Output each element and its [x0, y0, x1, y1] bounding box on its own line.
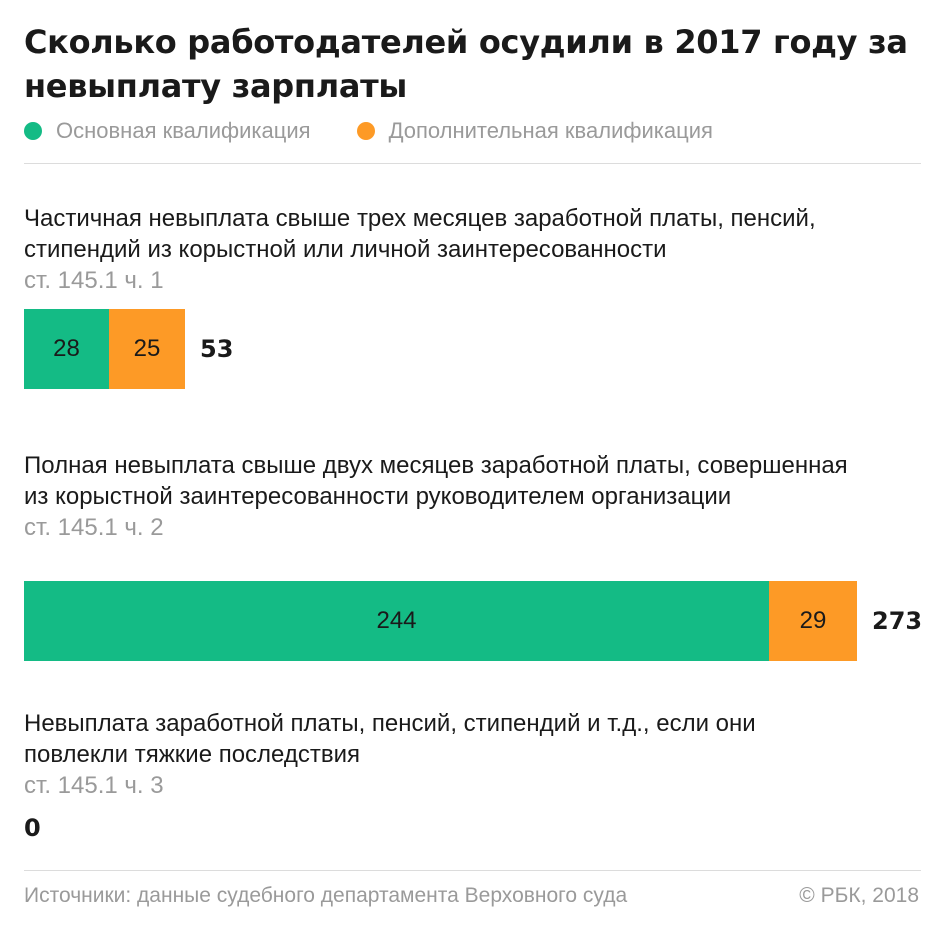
category-group-3: Невыплата заработной платы, пенсий, стип… — [24, 708, 924, 842]
copyright: © РБК, 2018 — [799, 884, 919, 907]
legend-label-additional: Дополнительная квалификация — [388, 118, 713, 143]
category-group-1: Частичная невыплата свыше трех месяцев з… — [24, 203, 924, 389]
legend-label-primary: Основная квалификация — [56, 118, 311, 143]
category-article: ст. 145.1 ч. 3 — [24, 772, 164, 799]
category-description: Невыплата заработной платы, пенсий, стип… — [24, 710, 756, 768]
category-group-2: Полная невыплата свыше двух месяцев зара… — [24, 450, 924, 661]
chart-title: Сколько работодателей осудили в 2017 год… — [24, 23, 908, 105]
bar-total-label: 0 — [24, 814, 41, 842]
bar-row: 244 29 273 — [24, 581, 922, 661]
bar-value-label: 28 — [53, 335, 80, 362]
category-description: Полная невыплата свыше двух месяцев зара… — [24, 452, 848, 510]
legend: Основная квалификация Дополнительная ква… — [24, 116, 759, 146]
header-divider — [24, 163, 921, 164]
legend-dot-additional — [356, 122, 375, 140]
footer: Источники: данные судебного департамента… — [24, 884, 919, 908]
bar-segment-primary: 28 — [24, 309, 109, 389]
category-article: ст. 145.1 ч. 1 — [24, 267, 164, 294]
bar-segment-additional: 29 — [769, 581, 857, 661]
bar-segment-primary: 244 — [24, 581, 769, 661]
legend-item-additional: Дополнительная квалификация — [356, 118, 713, 144]
source-note: Источники: данные судебного департамента… — [24, 884, 628, 907]
category-description: Частичная невыплата свыше трех месяцев з… — [24, 205, 816, 263]
bar-total-label: 53 — [200, 335, 234, 363]
legend-dot-primary — [24, 122, 42, 140]
bar-row: 28 25 53 — [24, 309, 233, 389]
bar-value-label: 29 — [799, 607, 827, 634]
footer-divider — [24, 870, 921, 871]
bar-value-label: 25 — [133, 335, 161, 362]
bar-segment-additional: 25 — [109, 309, 185, 389]
legend-item-primary: Основная квалификация — [24, 118, 311, 144]
category-article: ст. 145.1 ч. 2 — [24, 514, 164, 541]
bar-value-label: 244 — [376, 607, 417, 634]
bar-total-label: 273 — [872, 607, 923, 635]
